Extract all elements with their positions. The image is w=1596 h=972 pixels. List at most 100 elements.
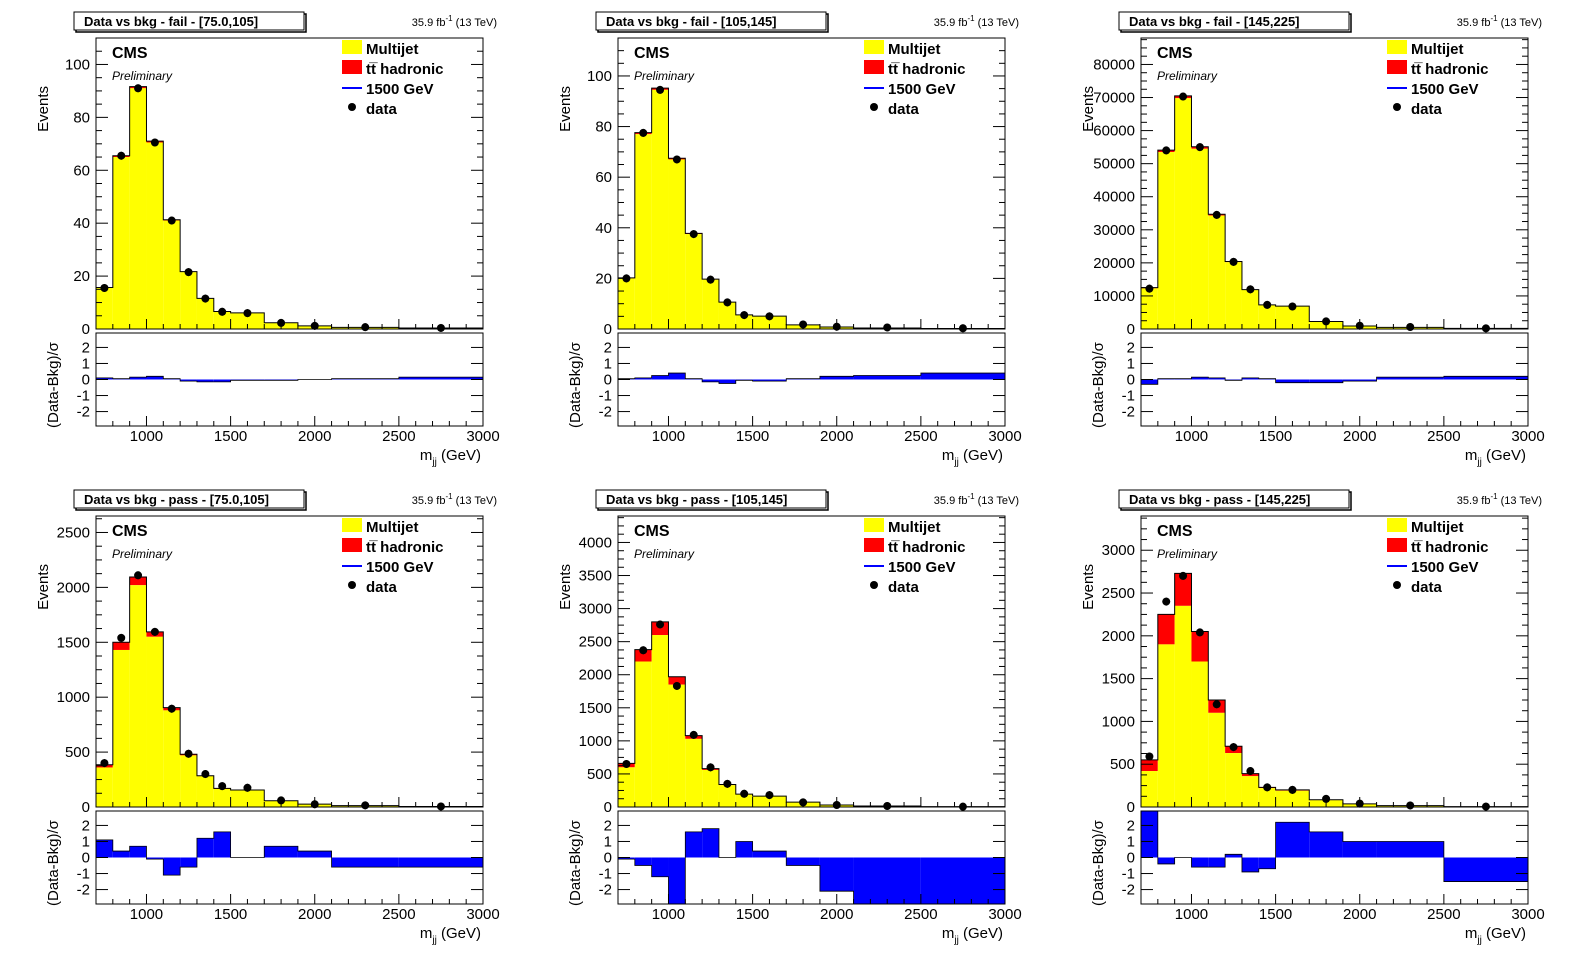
multijet-bar <box>96 287 113 329</box>
ratio-y-tick-label: -2 <box>599 882 612 899</box>
multijet-bar <box>129 88 147 329</box>
multijet-bar <box>112 157 130 329</box>
pull-bar <box>819 376 854 380</box>
y-axis-label: Events <box>1080 564 1097 610</box>
ratio-y-tick-label: 2 <box>604 817 612 834</box>
legend-label: Multijet <box>888 41 941 58</box>
x-tick-label: 1500 <box>214 428 247 445</box>
multijet-bar <box>735 794 753 807</box>
title-box-inner <box>595 489 827 509</box>
data-point <box>167 704 176 713</box>
x-tick-label: 2500 <box>904 428 937 445</box>
multijet-bar <box>718 785 736 807</box>
pull-outline <box>95 375 484 383</box>
ratio-y-tick-label: 2 <box>82 817 90 834</box>
legend-swatch <box>342 518 362 532</box>
multijet-bar <box>752 316 787 329</box>
multijet-bar <box>702 769 719 807</box>
ratio-y-tick-label: -1 <box>77 388 90 405</box>
ratio-y-axis-label: (Data-Bkg)/σ <box>1090 341 1107 428</box>
ratio-y-tick-label: 0 <box>1127 372 1135 389</box>
legend-label: 1500 GeV <box>366 559 434 576</box>
data-point <box>1288 302 1297 311</box>
y-tick-label: 10000 <box>1093 288 1135 305</box>
legend-label: data <box>1411 101 1443 118</box>
ttbar-bar <box>1141 759 1158 772</box>
pull-bar <box>1309 831 1343 858</box>
legend-label: 1500 GeV <box>1411 81 1479 98</box>
main-frame <box>617 37 1006 330</box>
y-tick-label: 500 <box>65 744 90 761</box>
pull-bar <box>163 378 181 380</box>
ratio-y-axis-label: (Data-Bkg)/σ <box>1090 819 1107 906</box>
multijet-bar <box>702 279 719 329</box>
x-tick-label: 2500 <box>1427 428 1460 445</box>
y-tick-label: 20000 <box>1093 255 1135 272</box>
title-box-inner <box>73 11 305 31</box>
ttbar-bar <box>634 649 652 662</box>
multijet-bar <box>230 790 265 807</box>
legend-label: Multijet <box>366 41 419 58</box>
y-tick-label: 60 <box>595 169 612 186</box>
pull-outline <box>1140 810 1529 882</box>
ratio-y-tick-label: 2 <box>604 339 612 356</box>
pull-bar <box>1258 378 1276 380</box>
y-tick-label: 80000 <box>1093 56 1135 73</box>
y-tick-label: 1000 <box>1102 713 1135 730</box>
y-tick-label: 3000 <box>579 601 612 618</box>
pull-bar <box>1157 378 1175 380</box>
y-tick-label: 2000 <box>579 667 612 684</box>
ratio-y-tick-label: 2 <box>1127 817 1135 834</box>
y-tick-label: 60000 <box>1093 123 1135 140</box>
y-tick-label: 40000 <box>1093 189 1135 206</box>
legend-swatch <box>864 60 884 74</box>
lumi-label: 35.9 fb-1 (13 TeV) <box>412 492 497 507</box>
multijet-bar <box>1174 605 1192 807</box>
data-point <box>243 783 252 792</box>
pull-bar <box>735 379 753 381</box>
y-axis-label: Events <box>35 86 52 132</box>
panel-1: Data vs bkg - fail - [75.0,105] 35.9 fb-1… <box>35 11 500 468</box>
pull-bar <box>920 373 1005 380</box>
ratio-y-tick-label: 2 <box>82 339 90 356</box>
pull-bar <box>196 838 214 858</box>
multijet-bar <box>1258 788 1276 807</box>
legend-label: data <box>366 101 398 118</box>
y-tick-label: 20 <box>73 268 90 285</box>
y-tick-label: 0 <box>82 799 90 816</box>
multijet-bar <box>196 298 214 329</box>
pull-bar <box>213 379 231 382</box>
pull-bar <box>398 377 483 380</box>
data-point <box>1145 284 1154 293</box>
panel-2: Data vs bkg - fail - [105,145] 35.9 fb-1 … <box>557 11 1022 468</box>
x-axis-label: mjj (GeV) <box>420 925 481 946</box>
pull-bar <box>146 376 164 380</box>
ratio-y-axis-label: (Data-Bkg)/σ <box>45 341 62 428</box>
pull-bar <box>735 841 753 858</box>
legend-label: Multijet <box>366 519 419 536</box>
data-point <box>1229 257 1238 266</box>
data-point <box>1263 300 1272 309</box>
pull-bar <box>920 857 1005 904</box>
ratio-y-tick-label: -2 <box>599 404 612 421</box>
pull-bar <box>1225 379 1242 381</box>
preliminary-label: Preliminary <box>1157 69 1218 83</box>
ratio-y-tick-label: -2 <box>1122 882 1135 899</box>
legend-swatch <box>1387 40 1407 54</box>
x-tick-label: 1500 <box>736 428 769 445</box>
y-tick-label: 40 <box>73 215 90 232</box>
panel-5: Data vs bkg - pass - [105,145] 35.9 fb-1 … <box>557 489 1022 946</box>
pull-outline <box>617 372 1006 384</box>
pull-bar <box>129 846 147 858</box>
x-tick-label: 2000 <box>298 906 331 923</box>
multijet-bar <box>651 635 669 807</box>
panel-title: Data vs bkg - fail - [105,145] <box>606 14 777 29</box>
ttbar-bar <box>1191 631 1209 662</box>
legend-swatch <box>342 40 362 54</box>
multijet-bar <box>96 767 113 807</box>
ratio-y-tick-label: 0 <box>82 850 90 867</box>
main-frame <box>95 515 484 808</box>
data-point <box>117 633 126 642</box>
legend-swatch <box>870 103 878 111</box>
pull-bar <box>1376 841 1444 858</box>
